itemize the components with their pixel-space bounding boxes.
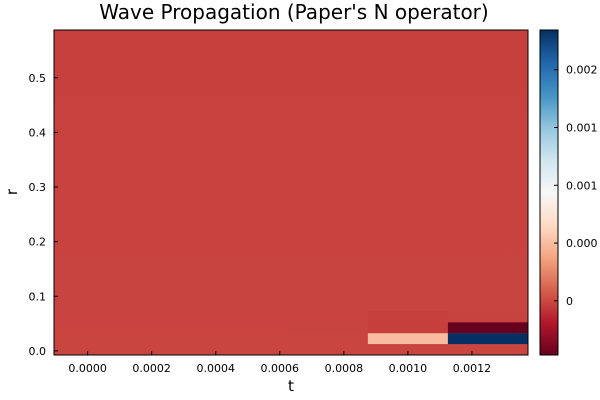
colorbar-tick-label: 0 <box>566 295 573 308</box>
colorbar-frame <box>539 29 559 356</box>
x-tick-label: 0.0008 <box>325 362 364 375</box>
y-tick-label: 0.1 <box>29 290 47 303</box>
y-axis-label: r <box>3 188 21 195</box>
x-tick-label: 0.0004 <box>196 362 235 375</box>
colorbar-tick-label: 0.000 <box>566 237 598 250</box>
x-tick-label: 0.0000 <box>68 362 107 375</box>
heatmap-background <box>54 30 528 355</box>
colorbar-gradient <box>540 30 558 355</box>
y-tick-label: 0.4 <box>29 126 47 139</box>
x-tick-label: 0.0002 <box>132 362 171 375</box>
heatmap-cells <box>54 30 528 355</box>
y-axis-ticks: 0.0 0.1 0.2 0.3 0.4 0.5 <box>29 72 58 358</box>
y-tick-label: 0.0 <box>29 345 47 358</box>
heatmap-cell <box>367 322 448 334</box>
heatmap-cell <box>367 333 448 345</box>
x-tick-label: 0.0006 <box>261 362 300 375</box>
y-tick-label: 0.2 <box>29 236 47 249</box>
x-axis-ticks: 0.0000 0.0002 0.0004 0.0006 0.0008 0.0010 0.00… <box>68 351 491 375</box>
chart-title: Wave Propagation (Paper's N operator) <box>99 0 488 24</box>
heatmap-cell <box>447 322 528 334</box>
plot-frame <box>53 29 529 356</box>
colorbar-tick-label: 0.002 <box>566 64 598 77</box>
y-tick-label: 0.3 <box>29 181 47 194</box>
y-tick-label: 0.5 <box>29 72 47 85</box>
colorbar-tick-label: 0.001 <box>566 179 598 192</box>
colorbar: 0 0.000 0.001 0.001 0.002 <box>539 29 598 356</box>
heatmap-cell <box>447 333 528 345</box>
heatmap-cell <box>447 311 528 323</box>
x-tick-label: 0.0012 <box>453 362 492 375</box>
x-tick-label: 0.0010 <box>389 362 428 375</box>
heatmap-cell <box>287 322 368 334</box>
heatmap-cell <box>367 311 448 323</box>
colorbar-tick-label: 0.001 <box>566 122 598 135</box>
x-axis-label: t <box>288 377 294 395</box>
